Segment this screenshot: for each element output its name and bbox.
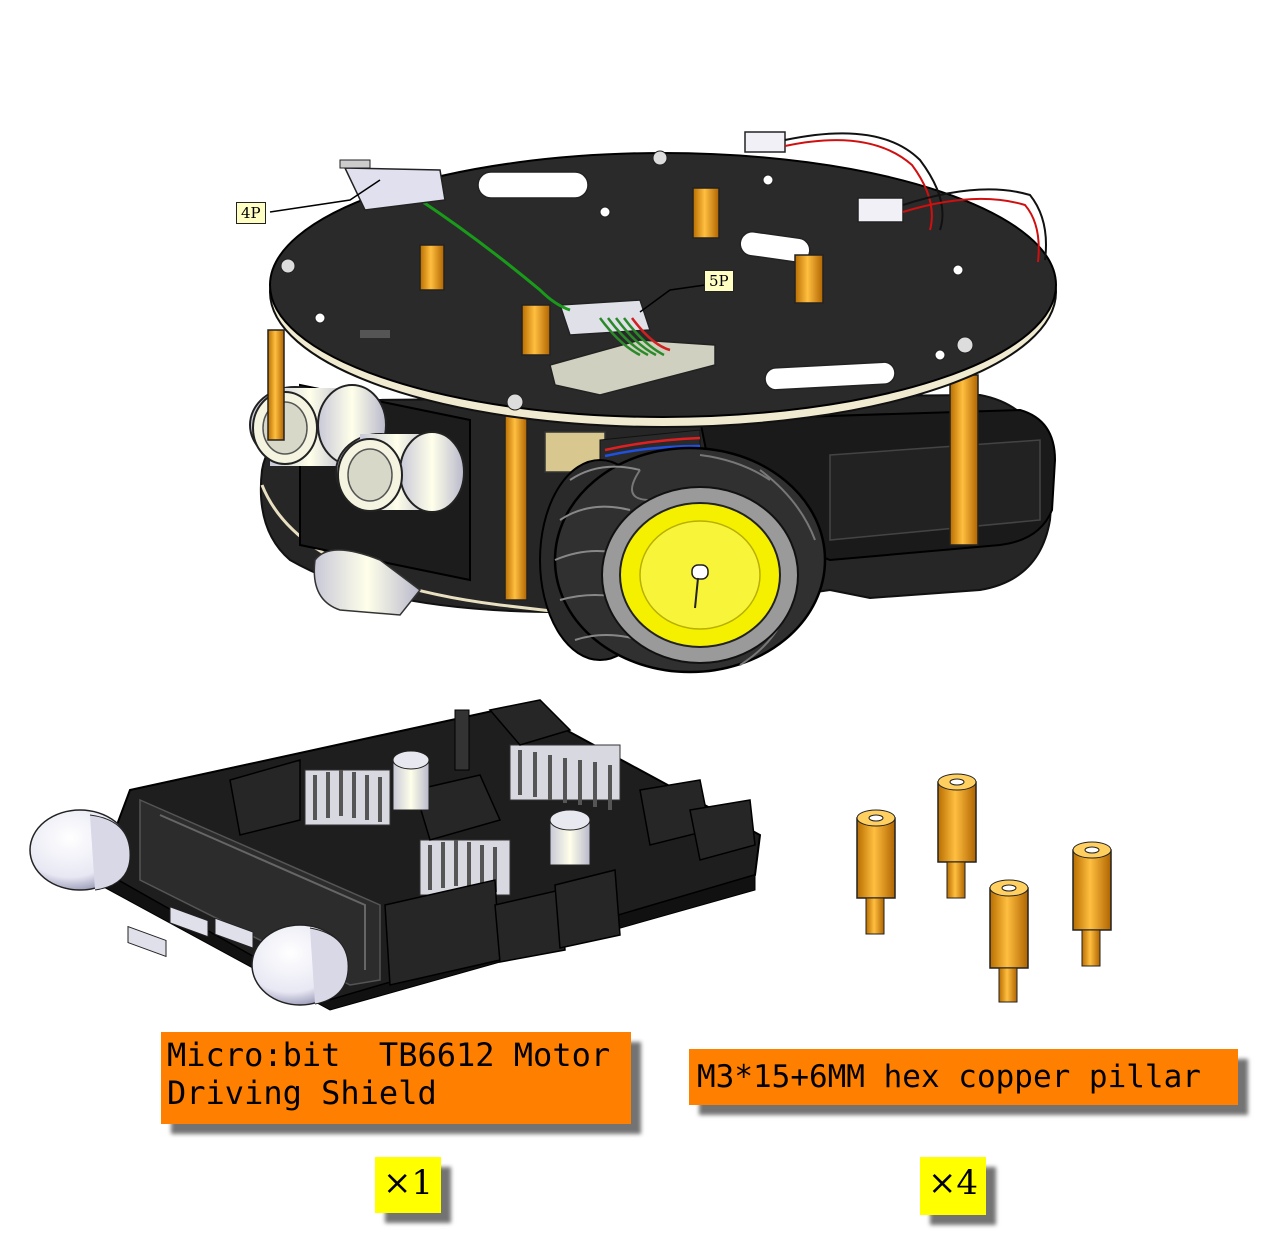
standoff (419, 244, 445, 291)
standoff (504, 409, 528, 601)
copper-pillar (1072, 841, 1112, 967)
copper-pillar (937, 773, 977, 899)
shield-name-line2: Driving Shield (167, 1074, 437, 1112)
standoff (521, 304, 551, 356)
wheel (539, 446, 827, 674)
shield-name-line1: Micro:bit TB6612 Motor (167, 1036, 611, 1074)
shield-name-label: Micro:bit TB6612 Motor Driving Shield (161, 1032, 631, 1124)
copper-pillar (989, 879, 1029, 1003)
motor-driving-shield (29, 699, 762, 1011)
hex-copper-pillars (856, 773, 1112, 1003)
led-dome (251, 924, 349, 1006)
pillar-quantity: ×4 (920, 1157, 986, 1215)
standoff (794, 254, 824, 304)
led-dome (29, 809, 131, 891)
standoff (267, 329, 285, 441)
ultrasonic-sensor (249, 384, 465, 616)
robot-car (249, 131, 1057, 674)
callout-4p: 4P (236, 202, 266, 224)
standoff (949, 374, 979, 546)
copper-pillar (856, 809, 896, 935)
pillar-name-label: M3*15+6MM hex copper pillar (689, 1049, 1238, 1105)
capacitor (392, 750, 430, 811)
shield-quantity: ×1 (375, 1157, 441, 1213)
callout-5p: 5P (704, 270, 734, 292)
capacitor (549, 809, 591, 866)
standoff (692, 187, 720, 239)
